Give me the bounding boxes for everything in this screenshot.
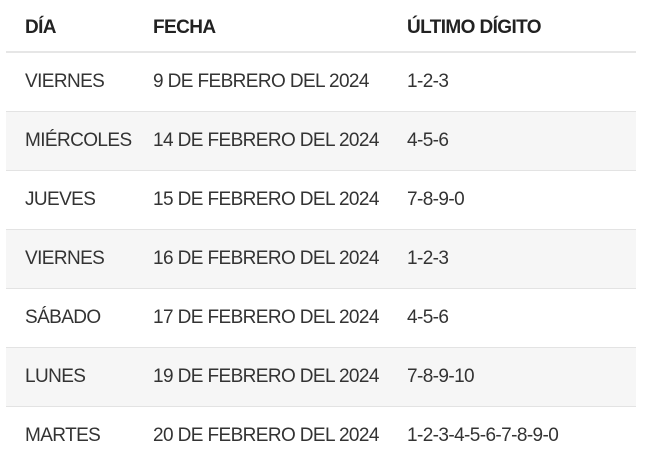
cell-fecha: 15 DE FEBRERO DEL 2024 [134,171,388,230]
cell-ultimo-digito: 1-2-3 [388,230,636,289]
header-fecha: FECHA [134,0,388,52]
cell-dia: VIERNES [6,230,134,289]
cell-dia: SÁBADO [6,289,134,348]
cell-ultimo-digito: 1-2-3 [388,52,636,112]
header-row: DÍA FECHA ÚLTIMO DÍGITO [6,0,636,52]
cell-ultimo-digito: 7-8-9-10 [388,348,636,407]
cell-ultimo-digito: 1-2-3-4-5-6-7-8-9-0 [388,407,636,465]
cell-fecha: 14 DE FEBRERO DEL 2024 [134,112,388,171]
cell-fecha: 9 DE FEBRERO DEL 2024 [134,52,388,112]
cell-fecha: 17 DE FEBRERO DEL 2024 [134,289,388,348]
header-ultimo-digito: ÚLTIMO DÍGITO [388,0,636,52]
cell-ultimo-digito: 4-5-6 [388,112,636,171]
cell-dia: JUEVES [6,171,134,230]
cell-fecha: 16 DE FEBRERO DEL 2024 [134,230,388,289]
header-dia: DÍA [6,0,134,52]
cell-fecha: 20 DE FEBRERO DEL 2024 [134,407,388,465]
cell-dia: MARTES [6,407,134,465]
cell-fecha: 19 DE FEBRERO DEL 2024 [134,348,388,407]
cell-dia: MIÉRCOLES [6,112,134,171]
cell-dia: LUNES [6,348,134,407]
cell-ultimo-digito: 4-5-6 [388,289,636,348]
cell-ultimo-digito: 7-8-9-0 [388,171,636,230]
cell-dia: VIERNES [6,52,134,112]
